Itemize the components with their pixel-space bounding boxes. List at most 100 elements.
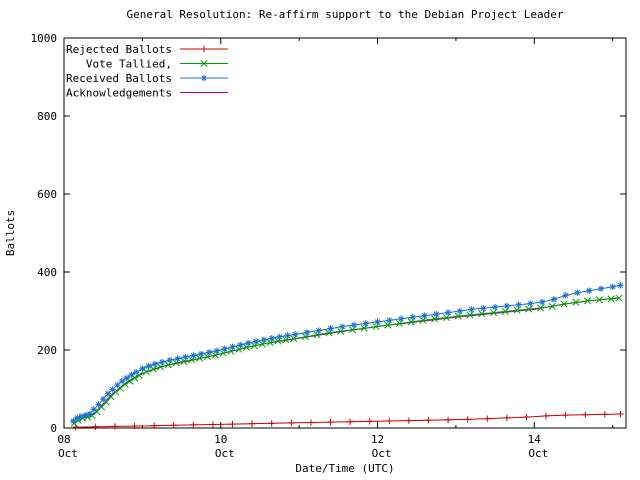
marker-stroke [203, 353, 211, 361]
marker-stroke [142, 368, 150, 376]
cross-marker [149, 365, 157, 373]
cross-marker [172, 359, 180, 367]
marker-stroke [174, 355, 181, 362]
marker-stroke [539, 299, 545, 305]
marker-stroke [284, 332, 291, 339]
marker-stroke [172, 359, 180, 367]
marker-stroke [156, 363, 164, 371]
series-line-vote-tallied [73, 297, 619, 424]
legend-entry-2: Vote Tallied, [86, 58, 228, 71]
star-marker [609, 283, 616, 291]
marker-stroke [253, 338, 259, 345]
marker-stroke [91, 406, 97, 412]
marker-stroke [478, 310, 486, 318]
cross-marker [348, 326, 356, 334]
star-marker [276, 333, 283, 340]
star-marker [229, 343, 236, 351]
marker-stroke [584, 297, 592, 305]
cross-marker [203, 353, 211, 361]
marker-stroke [480, 305, 487, 311]
marker-stroke [457, 308, 463, 314]
cross-marker [180, 357, 188, 365]
marker-stroke [301, 333, 309, 341]
plus-marker [523, 413, 530, 421]
plus-marker [405, 417, 413, 424]
legend-entry-1: Rejected Ballots [66, 43, 228, 56]
y-tick-label: 800 [37, 110, 57, 123]
star-marker [503, 302, 511, 310]
marker-stroke [398, 316, 404, 322]
marker-stroke [525, 305, 533, 313]
legend-label: Vote Tallied, [86, 58, 172, 71]
star-marker [78, 413, 85, 420]
legend-label: Rejected Ballots [66, 43, 172, 56]
star-marker [292, 331, 299, 338]
marker-stroke [159, 359, 165, 365]
plus-marker [327, 418, 334, 426]
cross-marker [454, 312, 462, 320]
marker-stroke [229, 344, 236, 350]
marker-stroke [258, 340, 266, 348]
plus-marker [386, 417, 393, 425]
plus-marker [617, 410, 624, 418]
plus-marker [542, 412, 550, 420]
marker-stroke [126, 377, 134, 385]
marker-stroke [515, 302, 522, 308]
star-marker [128, 371, 135, 379]
marker-stroke [276, 334, 283, 340]
marker-stroke [219, 349, 227, 357]
marker-stroke [211, 351, 219, 359]
marker-stroke [269, 335, 275, 341]
marker-stroke [109, 386, 116, 393]
star-marker [104, 390, 112, 397]
plus-marker [601, 411, 609, 418]
marker-stroke [237, 342, 244, 348]
marker-stroke [513, 306, 521, 314]
series-vote-tallied [70, 294, 623, 427]
series-rejected-ballots [72, 410, 624, 431]
plus-marker [248, 420, 256, 427]
marker-stroke [114, 382, 120, 388]
y-tick-label: 200 [37, 344, 57, 357]
marker-stroke [598, 286, 604, 292]
y-tick-label: 0 [50, 422, 57, 435]
marker-stroke [363, 320, 369, 327]
series-line-acknowledgements [73, 297, 619, 423]
marker-stroke [551, 296, 557, 302]
marker-stroke [501, 307, 509, 315]
marker-stroke [214, 348, 220, 354]
star-marker [200, 74, 208, 82]
cross-marker [282, 336, 290, 344]
marker-stroke [167, 357, 173, 363]
cross-marker [584, 297, 592, 305]
plus-marker [503, 414, 511, 422]
marker-stroke [130, 374, 139, 382]
marker-stroke [100, 396, 106, 402]
marker-stroke [149, 365, 157, 373]
marker-stroke [304, 329, 310, 336]
marker-stroke [610, 284, 616, 290]
marker-stroke [70, 418, 77, 424]
star-marker [562, 292, 569, 299]
y-tick-label: 1000 [31, 32, 58, 45]
star-marker [444, 309, 452, 316]
series-received-ballots [70, 282, 624, 425]
marker-stroke [607, 295, 615, 303]
marker-stroke [504, 303, 510, 309]
marker-stroke [574, 290, 581, 296]
marker-stroke [395, 319, 404, 328]
cross-marker [395, 319, 404, 328]
cross-marker [501, 307, 509, 315]
legend-entry-3: Received Ballots [66, 72, 228, 85]
marker-stroke [227, 347, 235, 355]
star-marker [70, 417, 77, 425]
star-marker [315, 327, 322, 334]
marker-stroke [198, 351, 204, 357]
cross-marker [290, 335, 298, 343]
star-marker [386, 317, 393, 324]
cross-marker [325, 329, 333, 337]
plot-border [63, 37, 627, 429]
